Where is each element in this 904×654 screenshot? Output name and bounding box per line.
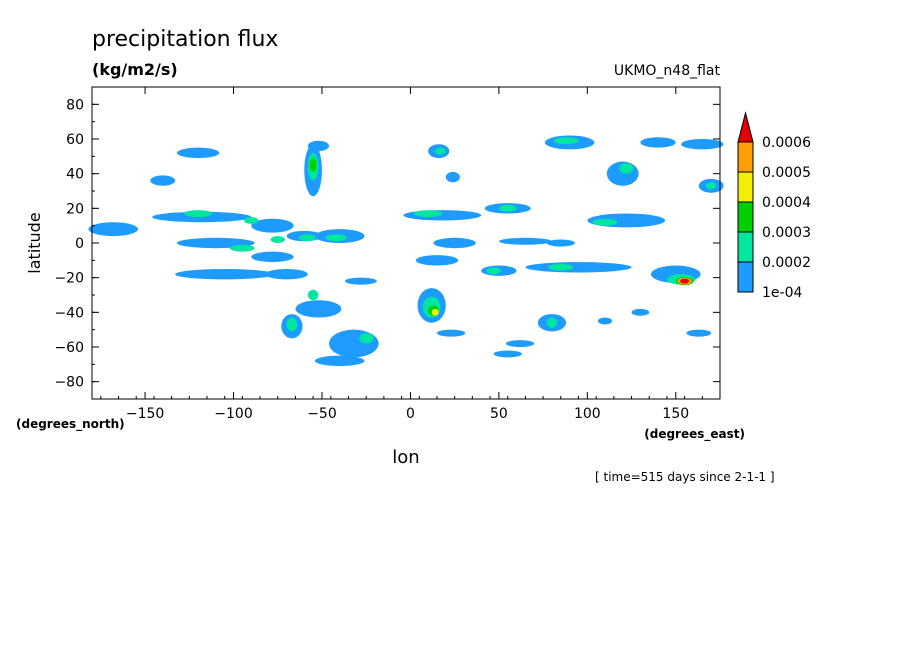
precip-cell-65 — [680, 278, 690, 284]
y-tick-label: −20 — [54, 271, 84, 287]
precip-cell-15 — [309, 158, 317, 172]
precip-cell-67 — [631, 308, 650, 316]
precip-cell-40 — [436, 329, 466, 337]
precip-cell-44 — [548, 263, 574, 271]
y-tick-label: 20 — [66, 201, 84, 217]
precip-cell-6 — [229, 244, 255, 252]
y-tick-label: −80 — [54, 375, 84, 391]
x-tick-label: −100 — [214, 406, 252, 422]
precip-cell-39 — [431, 308, 439, 316]
legend-label: 0.0006 — [762, 135, 811, 151]
y-axis-units: (degrees_north) — [16, 417, 125, 432]
chart-units: (kg/m2/s) — [92, 60, 178, 79]
precip-cell-46 — [546, 317, 558, 328]
model-name: UKMO_n48_flat — [614, 63, 721, 79]
precip-cell-60 — [705, 182, 717, 190]
color-legend: 1e-04 0.0002 0.0003 0.0004 0.0005 0.0006 — [737, 111, 811, 301]
precip-cell-58 — [640, 137, 676, 148]
legend-label: 0.0002 — [762, 255, 811, 271]
axis-ticks: −150 −100 −50 0 50 100 150 80 60 40 20 0 −20 −40 −60 −8… — [54, 86, 721, 422]
legend-label: 0.0005 — [762, 165, 811, 181]
precip-cell-25 — [359, 333, 374, 344]
precip-cell-9 — [251, 251, 294, 263]
precip-cell-50 — [546, 239, 575, 247]
legend-swatch — [737, 171, 754, 203]
precip-cell-18 — [298, 234, 317, 242]
y-tick-label: 60 — [66, 132, 84, 148]
chart-title: precipitation flux — [92, 27, 278, 52]
legend-swatch — [737, 261, 754, 293]
legend-label: 0.0003 — [762, 225, 811, 241]
precip-cell-30 — [403, 210, 482, 221]
precip-cell-68 — [597, 317, 613, 325]
precip-cell-0 — [88, 222, 138, 237]
precip-cell-23 — [307, 289, 319, 301]
precip-cell-12 — [286, 317, 298, 332]
precip-cell-10 — [265, 269, 308, 280]
precip-cell-35 — [415, 255, 459, 266]
legend-label: 0.0004 — [762, 195, 811, 211]
precip-cell-26 — [314, 355, 365, 367]
x-axis-units: (degrees_east) — [644, 427, 745, 442]
precip-cell-66 — [686, 329, 712, 337]
contour-fields — [88, 135, 724, 367]
precip-cell-54 — [619, 163, 634, 174]
legend-swatch — [737, 231, 754, 263]
y-tick-label: −60 — [54, 340, 84, 356]
precip-cell-43 — [525, 262, 632, 273]
time-note: [ time=515 days since 2-1-1 ] — [595, 470, 775, 484]
y-tick-label: 40 — [66, 167, 84, 183]
x-axis-label: lon — [392, 447, 419, 468]
precip-cell-7 — [175, 269, 275, 280]
precip-cell-34 — [433, 237, 476, 249]
x-tick-label: 150 — [662, 406, 689, 422]
precip-cell-3 — [152, 211, 252, 223]
legend-swatch — [737, 141, 754, 173]
precip-cell-20 — [325, 234, 347, 242]
precip-cell-2 — [176, 147, 220, 159]
precip-cell-31 — [413, 210, 443, 218]
x-tick-label: 50 — [490, 406, 508, 422]
x-tick-label: 100 — [574, 406, 601, 422]
precip-cell-48 — [505, 340, 535, 347]
precip-cell-47 — [493, 350, 522, 358]
legend-label: 1e-04 — [762, 285, 802, 301]
precip-cell-28 — [435, 147, 446, 155]
legend-arrow — [737, 111, 754, 143]
y-tick-label: −40 — [54, 305, 84, 321]
y-tick-label: 80 — [66, 97, 84, 113]
y-axis-label: latitude — [25, 212, 44, 273]
precip-cell-49 — [498, 237, 552, 245]
precip-cell-21 — [344, 277, 377, 285]
precip-cell-4 — [183, 210, 213, 218]
precip-cell-1 — [150, 175, 176, 186]
precip-cell-16 — [307, 140, 330, 152]
precip-cell-33 — [498, 204, 517, 212]
legend-swatch — [737, 201, 754, 233]
precip-cell-69 — [244, 217, 259, 224]
x-tick-label: 0 — [406, 406, 415, 422]
x-tick-label: −50 — [307, 406, 337, 422]
precip-cell-29 — [445, 171, 460, 183]
precip-cell-22 — [295, 300, 342, 318]
precip-cell-56 — [592, 218, 618, 226]
precip-cell-42 — [486, 267, 501, 275]
y-tick-label: 0 — [75, 236, 84, 252]
precip-cell-52 — [553, 137, 579, 145]
precip-cell-57 — [681, 139, 724, 150]
precip-cell-70 — [270, 236, 285, 244]
precip-cell-24 — [329, 329, 379, 358]
x-tick-label: −150 — [126, 406, 164, 422]
precip-cell-8 — [251, 218, 294, 233]
